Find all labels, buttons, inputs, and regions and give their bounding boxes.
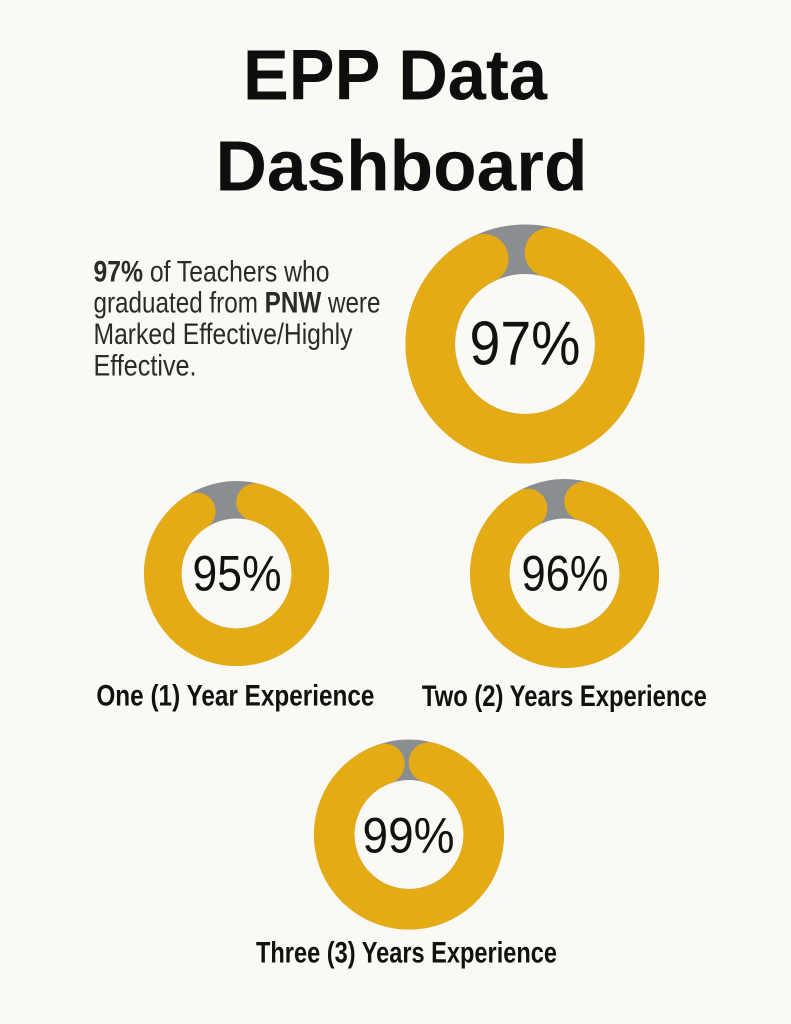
svg-text:graduated from PNW were: graduated from PNW were: [94, 287, 381, 320]
svg-text:97%: 97%: [470, 310, 581, 379]
svg-text:96%: 96%: [522, 546, 609, 602]
svg-text:Three (3) Years Experience: Three (3) Years Experience: [256, 937, 557, 970]
svg-text:97% of Teachers who: 97% of Teachers who: [94, 256, 330, 289]
svg-text:Two (2) Years Experience: Two (2) Years Experience: [422, 680, 707, 713]
svg-text:Dashboard: Dashboard: [216, 127, 588, 207]
svg-text:99%: 99%: [363, 808, 455, 864]
svg-text:Effective.: Effective.: [94, 349, 197, 382]
svg-text:One (1) Year Experience: One (1) Year Experience: [96, 680, 374, 713]
svg-text:EPP Data: EPP Data: [243, 36, 548, 116]
svg-text:Marked Effective/Highly: Marked Effective/Highly: [94, 318, 353, 351]
svg-text:95%: 95%: [193, 546, 282, 602]
